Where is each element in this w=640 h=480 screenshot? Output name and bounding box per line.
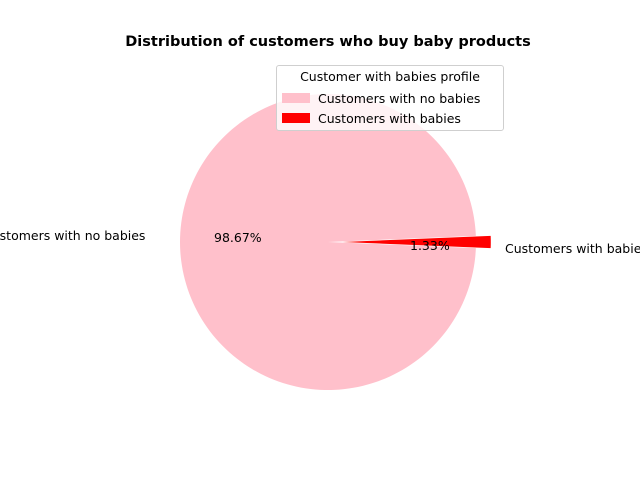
chart-title: Distribution of customers who buy baby p… xyxy=(125,34,531,50)
pie-slice-babies xyxy=(342,235,491,249)
legend-swatch-babies xyxy=(282,113,310,123)
slice-pct-babies: 1.33% xyxy=(410,238,450,253)
legend-swatch-no-babies xyxy=(282,93,310,103)
slice-label-no-babies: Customers with no babies xyxy=(0,228,146,243)
legend-label-babies: Customers with babies xyxy=(318,110,461,126)
slice-pct-no-babies: 98.67% xyxy=(214,230,262,245)
legend-title: Customer with babies profile xyxy=(300,69,480,84)
legend-label-no-babies: Customers with no babies xyxy=(318,90,481,106)
legend-entry-babies: Customers with babies xyxy=(282,110,461,126)
chart-legend: Customer with babies profile Customers w… xyxy=(276,65,504,131)
legend-entry-no-babies: Customers with no babies xyxy=(282,90,480,106)
pie-slice-no-babies xyxy=(180,94,476,391)
slice-label-babies: Customers with babies xyxy=(505,241,640,256)
